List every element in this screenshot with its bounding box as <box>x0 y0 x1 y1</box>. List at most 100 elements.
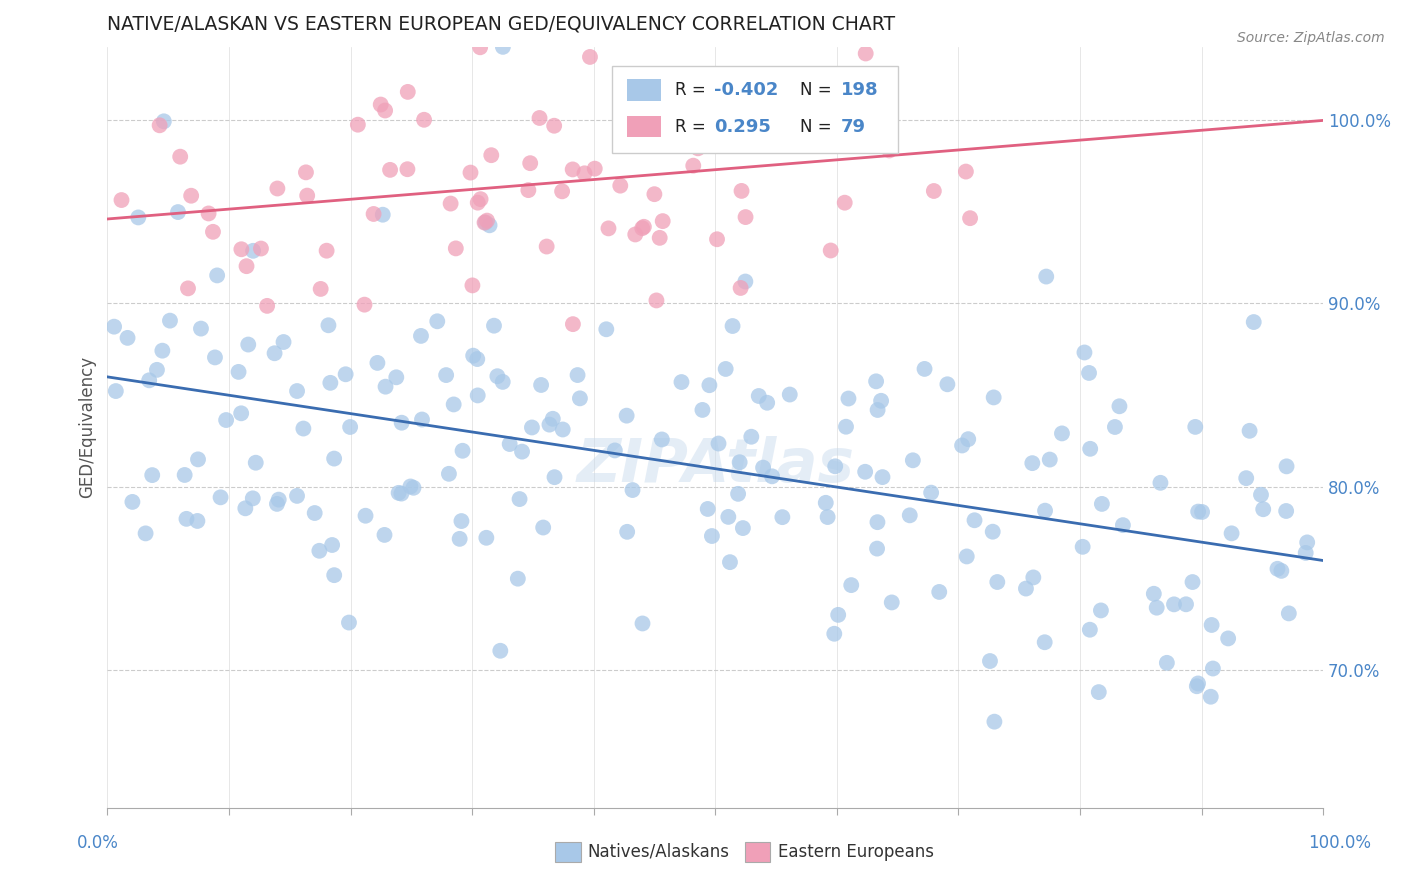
Point <box>451 443 474 458</box>
Point <box>1234 471 1257 485</box>
Point <box>748 389 770 403</box>
Point <box>1185 679 1208 693</box>
Text: Natives/Alaskans: Natives/Alaskans <box>588 843 730 861</box>
Point <box>531 520 554 534</box>
Point <box>529 111 551 125</box>
Point <box>567 368 589 382</box>
Point <box>1112 518 1135 533</box>
Point <box>411 412 433 426</box>
Point <box>308 543 330 558</box>
Point <box>285 489 308 503</box>
Point <box>489 644 512 658</box>
Point <box>468 40 491 54</box>
Point <box>706 232 728 246</box>
Point <box>824 459 846 474</box>
Point <box>1175 597 1198 611</box>
Point <box>318 318 340 333</box>
Point <box>1181 575 1204 590</box>
Point <box>1187 676 1209 690</box>
Point <box>765 84 787 98</box>
Point <box>315 244 337 258</box>
Point <box>321 538 343 552</box>
Point <box>814 496 837 510</box>
Point <box>730 281 752 295</box>
Point <box>190 321 212 335</box>
Point <box>740 430 762 444</box>
Point <box>734 275 756 289</box>
Point <box>914 362 936 376</box>
Point <box>855 46 877 61</box>
Point <box>696 502 718 516</box>
Point <box>866 541 889 556</box>
Point <box>866 403 889 417</box>
Point <box>167 205 190 219</box>
Point <box>879 144 901 158</box>
Point <box>141 468 163 483</box>
Point <box>366 356 388 370</box>
Point <box>149 118 172 132</box>
Point <box>363 207 385 221</box>
Point <box>1278 607 1301 621</box>
Point <box>492 375 515 389</box>
Point <box>1220 526 1243 541</box>
Point <box>1267 562 1289 576</box>
Point <box>866 515 889 529</box>
Point <box>1035 269 1057 284</box>
Point <box>443 397 465 411</box>
Point <box>1199 690 1222 704</box>
Point <box>579 50 602 64</box>
Point <box>1250 488 1272 502</box>
Point <box>643 104 665 119</box>
Point <box>231 242 253 256</box>
Point <box>1218 632 1240 646</box>
Point <box>319 376 342 390</box>
Point <box>1078 442 1101 456</box>
Point <box>1187 505 1209 519</box>
Point <box>520 420 543 434</box>
Point <box>180 188 202 202</box>
Point <box>551 184 574 198</box>
Point <box>671 375 693 389</box>
Point <box>256 299 278 313</box>
Point <box>761 469 783 483</box>
Point <box>463 349 485 363</box>
Point <box>862 90 884 104</box>
Point <box>820 244 842 258</box>
Text: 0.295: 0.295 <box>714 118 770 136</box>
Text: 100.0%: 100.0% <box>1308 834 1371 852</box>
Point <box>173 467 195 482</box>
Point <box>449 532 471 546</box>
Point <box>323 451 346 466</box>
Point <box>461 278 484 293</box>
Point <box>752 460 775 475</box>
Point <box>354 508 377 523</box>
Point <box>197 206 219 220</box>
Point <box>898 508 921 523</box>
Point <box>648 231 671 245</box>
Point <box>928 585 950 599</box>
Point <box>205 268 228 283</box>
Point <box>510 444 533 458</box>
Point <box>624 227 647 242</box>
Point <box>561 317 583 331</box>
Point <box>631 616 654 631</box>
Point <box>388 486 411 500</box>
Point <box>616 409 638 423</box>
Point <box>475 531 498 545</box>
Point <box>215 413 238 427</box>
Point <box>498 437 520 451</box>
Point <box>633 219 655 234</box>
Point <box>176 512 198 526</box>
Point <box>402 481 425 495</box>
Point <box>956 549 979 564</box>
Point <box>235 259 257 273</box>
Point <box>1108 399 1130 413</box>
Point <box>409 329 432 343</box>
Point <box>204 351 226 365</box>
Point <box>486 369 509 384</box>
Point <box>1071 540 1094 554</box>
Point <box>519 156 541 170</box>
Point <box>880 595 903 609</box>
Point <box>538 417 561 432</box>
Point <box>574 166 596 180</box>
